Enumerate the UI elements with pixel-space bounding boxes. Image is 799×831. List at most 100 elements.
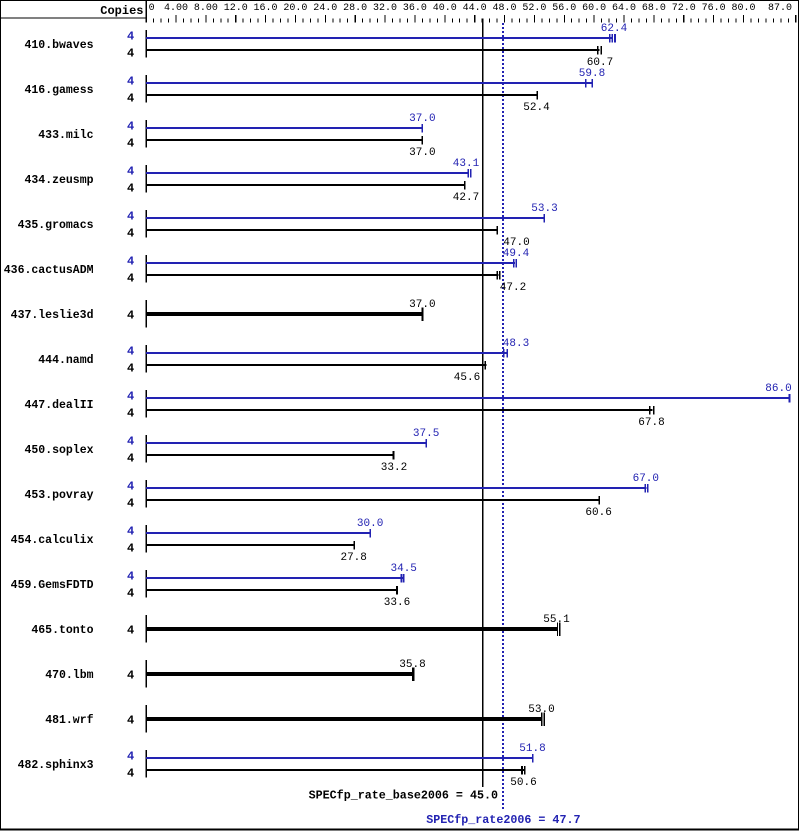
svg-text:416.gamess: 416.gamess — [24, 84, 93, 97]
svg-text:44.0: 44.0 — [463, 3, 487, 14]
svg-text:80.0: 80.0 — [731, 3, 755, 14]
svg-text:447.dealII: 447.dealII — [24, 399, 93, 412]
svg-text:453.povray: 453.povray — [24, 489, 93, 502]
svg-text:433.milc: 433.milc — [38, 129, 93, 142]
svg-text:4: 4 — [127, 587, 134, 601]
svg-text:68.0: 68.0 — [642, 3, 666, 14]
svg-text:4: 4 — [127, 182, 134, 196]
svg-text:4: 4 — [127, 75, 134, 89]
svg-text:450.soplex: 450.soplex — [24, 444, 93, 457]
svg-text:4: 4 — [127, 390, 134, 404]
svg-text:55.1: 55.1 — [543, 614, 570, 626]
svg-text:60.0: 60.0 — [582, 3, 606, 14]
svg-text:51.8: 51.8 — [519, 743, 545, 755]
svg-text:49.4: 49.4 — [503, 248, 530, 260]
svg-text:4: 4 — [127, 227, 134, 241]
svg-text:37.0: 37.0 — [409, 299, 435, 311]
svg-text:Copies: Copies — [100, 4, 143, 18]
svg-text:64.0: 64.0 — [612, 3, 636, 14]
svg-text:48.0: 48.0 — [493, 3, 517, 14]
svg-text:459.GemsFDTD: 459.GemsFDTD — [11, 579, 94, 592]
svg-text:4: 4 — [127, 309, 134, 323]
svg-text:4: 4 — [127, 525, 134, 539]
svg-text:434.zeusmp: 434.zeusmp — [24, 174, 93, 187]
svg-text:35.8: 35.8 — [399, 659, 425, 671]
svg-text:47.0: 47.0 — [503, 237, 529, 249]
svg-text:16.0: 16.0 — [254, 3, 278, 14]
svg-text:465.tonto: 465.tonto — [31, 624, 93, 637]
svg-text:4: 4 — [127, 480, 134, 494]
svg-text:34.5: 34.5 — [391, 563, 417, 575]
svg-text:SPECfp_rate2006 = 47.7: SPECfp_rate2006 = 47.7 — [426, 813, 580, 827]
svg-text:410.bwaves: 410.bwaves — [24, 39, 93, 52]
svg-text:470.lbm: 470.lbm — [45, 669, 93, 682]
svg-text:53.3: 53.3 — [531, 203, 557, 215]
svg-text:SPECfp_rate_base2006 = 45.0: SPECfp_rate_base2006 = 45.0 — [309, 789, 498, 803]
svg-text:4: 4 — [127, 120, 134, 134]
svg-text:4: 4 — [127, 165, 134, 179]
svg-text:60.6: 60.6 — [585, 507, 611, 519]
svg-text:4: 4 — [127, 137, 134, 151]
svg-text:45.6: 45.6 — [454, 372, 480, 384]
svg-text:67.0: 67.0 — [633, 473, 659, 485]
svg-text:52.0: 52.0 — [522, 3, 546, 14]
svg-text:4: 4 — [127, 407, 134, 421]
svg-text:87.0: 87.0 — [768, 3, 792, 14]
svg-text:47.2: 47.2 — [500, 282, 526, 294]
svg-text:4: 4 — [127, 750, 134, 764]
svg-text:40.0: 40.0 — [433, 3, 457, 14]
svg-text:36.0: 36.0 — [403, 3, 427, 14]
svg-text:12.0: 12.0 — [224, 3, 248, 14]
svg-text:4: 4 — [127, 452, 134, 466]
svg-text:53.0: 53.0 — [528, 704, 554, 716]
svg-text:4: 4 — [127, 570, 134, 584]
svg-text:482.sphinx3: 482.sphinx3 — [18, 759, 94, 772]
svg-text:4: 4 — [127, 714, 134, 728]
svg-text:4: 4 — [127, 767, 134, 781]
svg-text:59.8: 59.8 — [579, 68, 605, 80]
svg-text:4: 4 — [127, 362, 134, 376]
svg-text:4: 4 — [127, 435, 134, 449]
svg-text:4: 4 — [127, 255, 134, 269]
svg-text:437.leslie3d: 437.leslie3d — [11, 309, 94, 322]
svg-text:4: 4 — [127, 92, 134, 106]
svg-text:37.0: 37.0 — [409, 147, 435, 159]
svg-text:4: 4 — [127, 30, 134, 44]
svg-text:37.0: 37.0 — [409, 113, 435, 125]
svg-text:454.calculix: 454.calculix — [11, 534, 94, 547]
svg-text:42.7: 42.7 — [453, 192, 479, 204]
svg-text:76.0: 76.0 — [702, 3, 726, 14]
svg-text:28.0: 28.0 — [343, 3, 367, 14]
svg-text:60.7: 60.7 — [587, 57, 613, 69]
svg-text:24.0: 24.0 — [313, 3, 337, 14]
svg-text:4: 4 — [127, 542, 134, 556]
svg-text:32.0: 32.0 — [373, 3, 397, 14]
svg-text:4: 4 — [127, 272, 134, 286]
svg-text:50.6: 50.6 — [510, 777, 536, 789]
svg-text:481.wrf: 481.wrf — [45, 714, 93, 727]
svg-text:86.0: 86.0 — [765, 383, 791, 395]
svg-text:56.0: 56.0 — [552, 3, 576, 14]
svg-text:435.gromacs: 435.gromacs — [18, 219, 94, 232]
svg-text:4: 4 — [127, 345, 134, 359]
svg-text:20.0: 20.0 — [283, 3, 307, 14]
svg-text:4: 4 — [127, 624, 134, 638]
svg-text:27.8: 27.8 — [340, 552, 366, 564]
svg-text:0: 0 — [149, 3, 155, 14]
svg-text:4: 4 — [127, 497, 134, 511]
svg-text:52.4: 52.4 — [523, 102, 550, 114]
svg-text:33.2: 33.2 — [381, 462, 407, 474]
svg-text:33.6: 33.6 — [384, 597, 410, 609]
svg-text:4.00: 4.00 — [164, 3, 188, 14]
svg-text:30.0: 30.0 — [357, 518, 383, 530]
svg-text:72.0: 72.0 — [672, 3, 696, 14]
svg-text:43.1: 43.1 — [453, 158, 480, 170]
svg-text:444.namd: 444.namd — [38, 354, 93, 367]
svg-text:4: 4 — [127, 47, 134, 61]
svg-text:4: 4 — [127, 210, 134, 224]
svg-text:48.3: 48.3 — [503, 338, 529, 350]
svg-text:62.4: 62.4 — [601, 23, 628, 35]
svg-text:37.5: 37.5 — [413, 428, 439, 440]
svg-text:8.00: 8.00 — [194, 3, 218, 14]
svg-text:436.cactusADM: 436.cactusADM — [4, 264, 94, 277]
